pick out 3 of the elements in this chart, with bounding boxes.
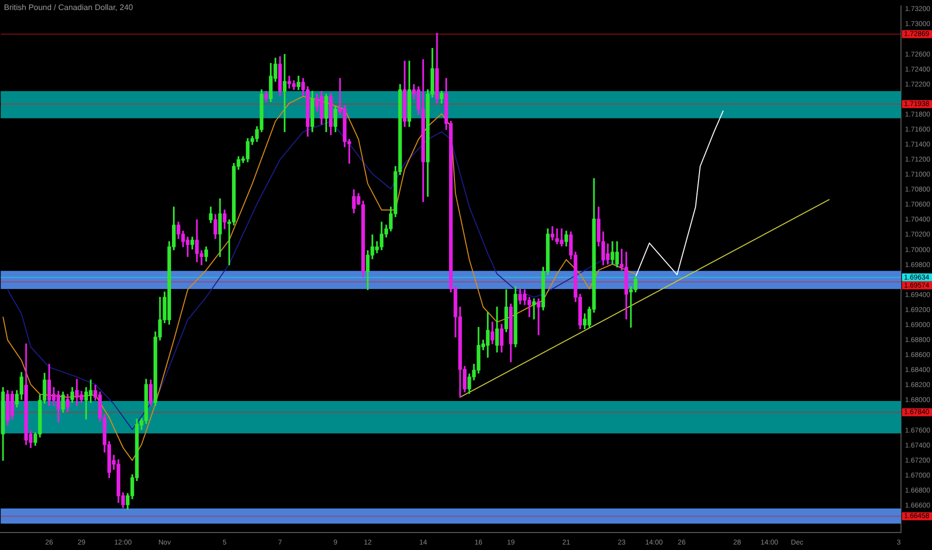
candlestick — [536, 298, 540, 336]
chart-title: British Pound / Canadian Dollar, 240 — [4, 3, 134, 12]
candlestick — [532, 298, 536, 320]
